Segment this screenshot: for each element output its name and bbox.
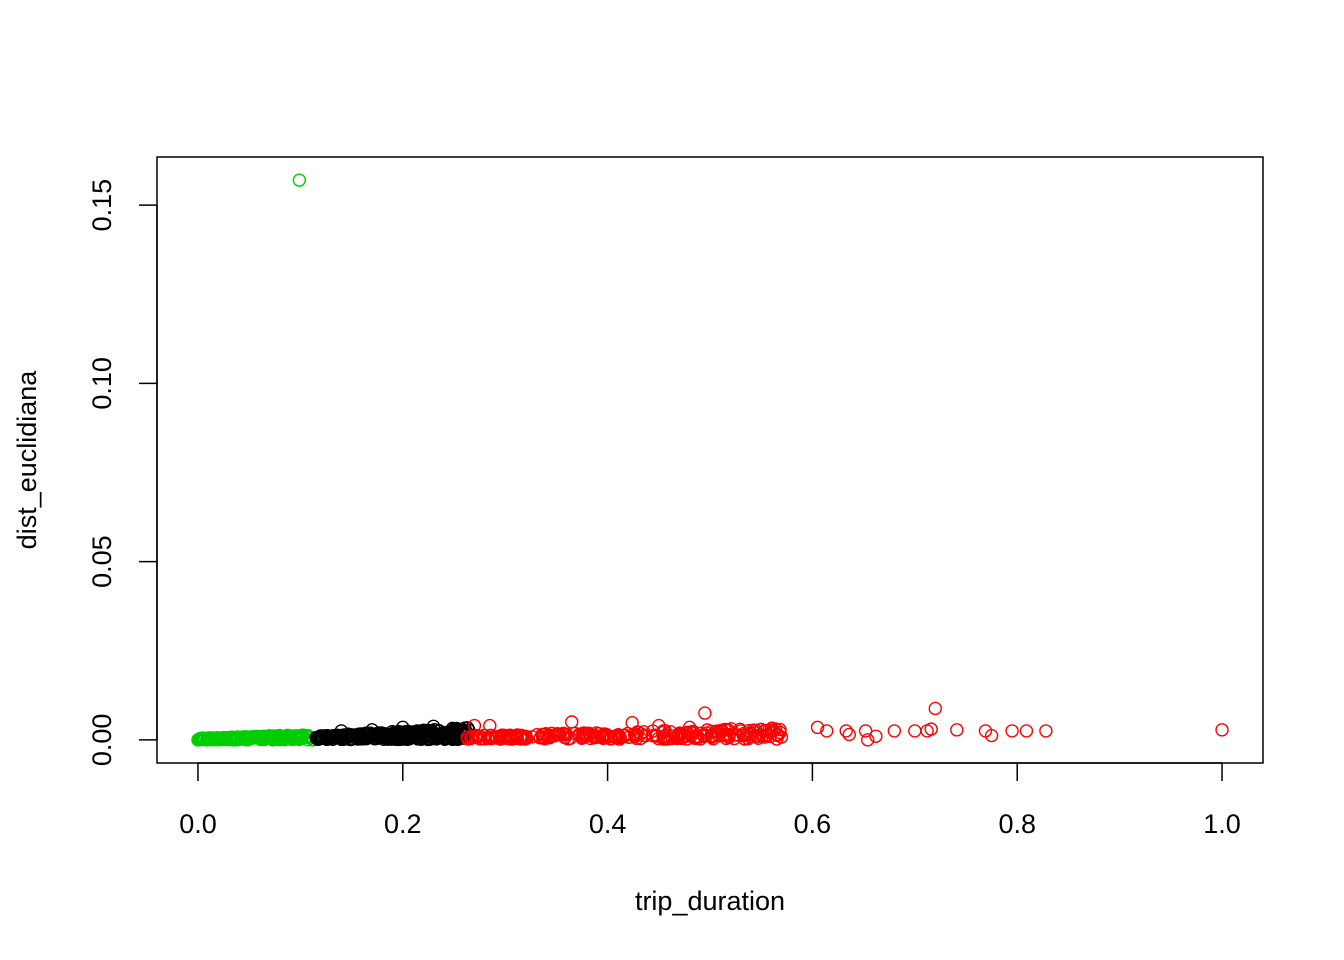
plot-frame [156,156,1264,764]
data-point [887,724,902,738]
data-point [575,731,589,746]
data-point [1005,724,1019,738]
data-point [378,728,393,742]
data-point [267,731,282,745]
data-point [473,729,488,743]
data-point [365,723,379,737]
data-point [741,731,756,746]
y-tick-label: 0.00 [87,714,117,767]
data-point [1215,723,1229,737]
data-point [713,724,727,738]
y-axis-label: dist_euclidiana [12,370,42,550]
data-point [658,729,673,743]
data-point [286,732,300,747]
data-point [869,729,883,743]
data-point [764,724,779,738]
data-point [698,706,712,720]
data-point [950,723,964,737]
data-point [984,728,999,743]
data-point [283,730,298,744]
x-tick-label: 1.0 [1203,809,1241,839]
y-tick-label: 0.05 [87,535,117,588]
data-point [638,729,653,743]
data-point [292,173,307,187]
data-point [693,726,708,740]
data-point [558,730,572,745]
data-point [460,732,475,746]
data-point [559,727,574,742]
data-points [191,173,1229,747]
data-point [665,731,680,746]
data-point [510,728,524,743]
data-point [699,728,714,743]
x-tick-label: 0.0 [179,809,217,839]
data-point [625,716,639,730]
data-point [515,731,530,745]
data-point [483,718,497,733]
data-point [467,718,482,733]
data-point [734,724,748,738]
data-point [411,730,425,744]
data-point [618,728,633,743]
data-point [242,731,256,745]
data-point [538,732,552,746]
data-point [924,722,938,736]
data-point [810,720,825,735]
data-point [628,729,642,744]
x-tick-label: 0.8 [998,809,1036,839]
data-point [656,730,671,744]
data-point [250,729,264,744]
data-point [1019,724,1034,738]
data-point [839,724,853,738]
data-point [495,728,509,742]
data-point [1039,724,1053,738]
data-point [759,728,774,742]
data-point [396,720,410,735]
y-tick-label: 0.15 [87,179,117,232]
x-axis-label: trip_duration [635,886,785,916]
data-point [265,732,280,747]
data-point [191,733,205,747]
data-point [682,720,697,735]
data-point [222,732,236,746]
data-point [820,724,834,738]
data-point [318,730,332,744]
data-point [525,730,539,744]
data-point [293,729,308,743]
data-point [343,732,358,747]
data-point [447,722,461,736]
x-tick-label: 0.2 [384,809,422,839]
y-axis: 0.00 0.05 0.10 0.15 [87,179,158,767]
data-point [211,732,226,746]
data-point [750,728,764,743]
data-point [861,733,875,747]
data-point [842,727,856,742]
y-tick-label: 0.10 [87,357,117,410]
data-point [426,719,441,733]
data-point [313,729,327,743]
data-point [358,727,372,741]
data-point [217,731,231,745]
data-point [908,724,922,738]
data-point [351,729,365,744]
data-point [858,724,873,738]
data-point [928,701,942,716]
x-tick-label: 0.4 [589,809,627,839]
x-axis: 0.0 0.2 0.4 0.6 0.8 1.0 [179,762,1241,839]
data-point [652,718,666,733]
data-point [273,730,287,744]
data-point [596,729,610,744]
data-point [582,726,596,740]
x-tick-label: 0.6 [794,809,832,839]
data-point [334,724,349,738]
data-point [565,715,579,729]
data-point [576,726,591,740]
data-point [502,729,517,743]
data-point [773,722,787,737]
data-point [611,730,626,744]
data-point [417,728,432,743]
